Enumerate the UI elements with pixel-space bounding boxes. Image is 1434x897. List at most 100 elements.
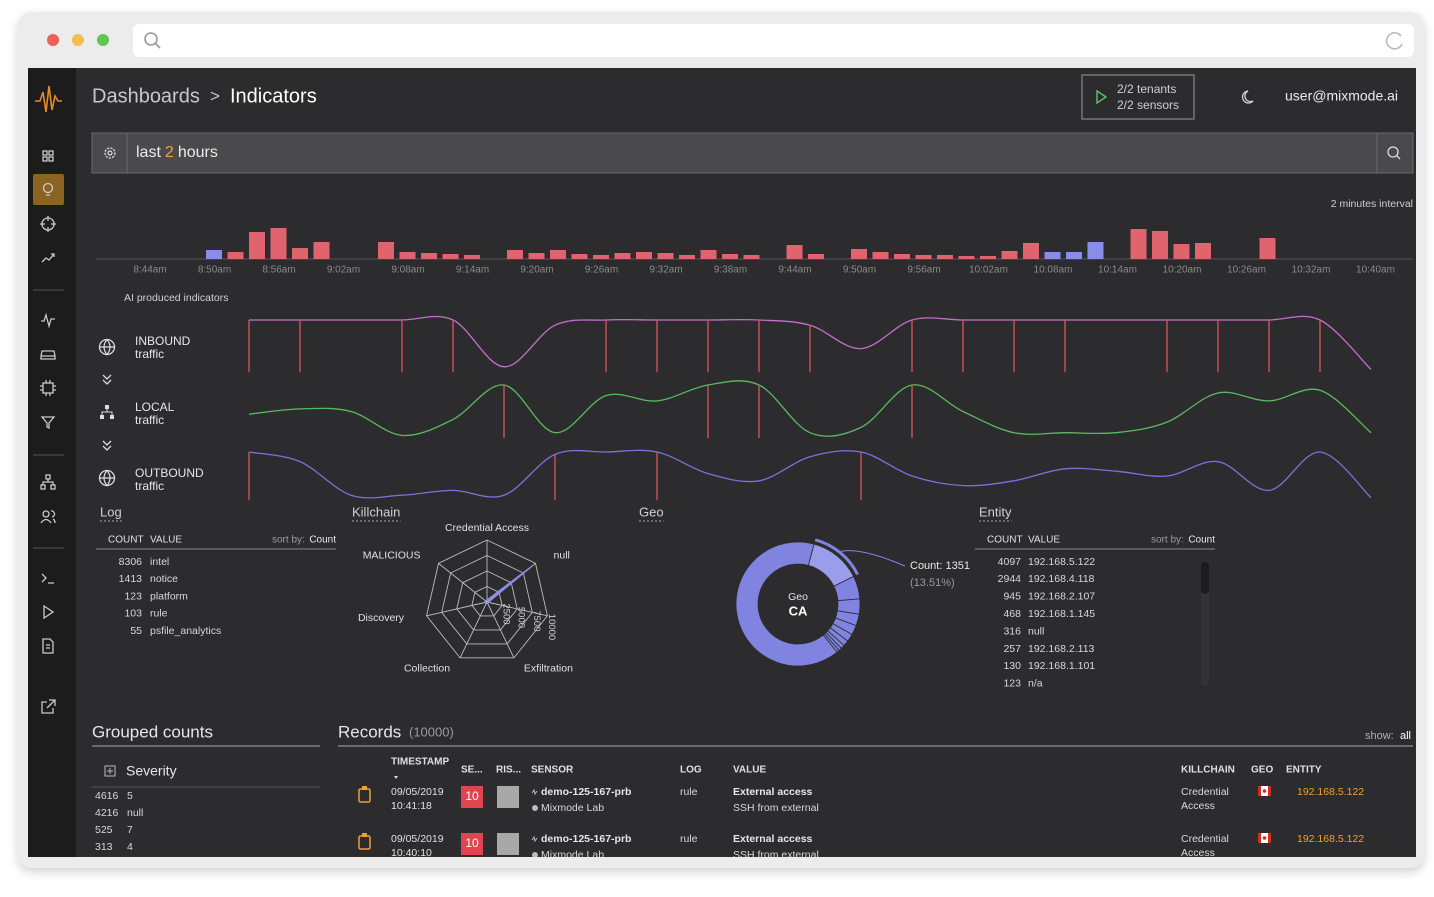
flag	[1258, 833, 1261, 843]
reload-icon[interactable]	[1385, 32, 1403, 50]
window-button[interactable]	[97, 34, 109, 46]
histogram-bar	[743, 255, 760, 259]
record-date: 09/05/2019	[391, 786, 444, 798]
severity-value: 10	[465, 789, 479, 803]
lane-icon	[100, 415, 104, 419]
radar-spoke	[426, 601, 488, 617]
search-unit: hours	[178, 144, 218, 161]
value-cell: 4	[127, 841, 133, 853]
sort-label: sort by:	[272, 535, 305, 546]
count-cell: 525	[95, 824, 113, 836]
panel-title[interactable]: Killchain	[352, 504, 400, 519]
nav-chip[interactable]	[40, 380, 56, 396]
column-header[interactable]: SE...	[461, 765, 483, 776]
record-value: External access	[733, 833, 813, 845]
tenants: 2/2 tenants	[1117, 82, 1176, 96]
histogram-bar	[1087, 242, 1104, 259]
x-tick-label: 9:50am	[843, 265, 876, 276]
search-prefix: last	[136, 144, 161, 161]
search-bar[interactable]	[91, 132, 1414, 174]
breadcrumb[interactable]: Dashboards	[92, 85, 200, 107]
histogram-bar	[915, 255, 932, 259]
column-header[interactable]: GEO	[1251, 765, 1273, 776]
histogram-bar	[786, 245, 803, 259]
nav-network[interactable]	[40, 474, 56, 490]
settings-icon[interactable]	[104, 147, 116, 159]
nav-terminal[interactable]	[41, 573, 54, 584]
search-button[interactable]	[1387, 146, 1399, 158]
panel-title[interactable]: Geo	[639, 504, 664, 519]
count-cell: 4616	[95, 790, 119, 802]
lane-icon	[99, 339, 115, 356]
expand-icon[interactable]	[102, 374, 112, 385]
search-query[interactable]: last 2 hours	[136, 144, 218, 161]
nav-play[interactable]	[43, 604, 55, 620]
x-tick-label: 9:38am	[714, 265, 747, 276]
column-header[interactable]: LOG	[680, 765, 702, 776]
nav-inbox[interactable]	[40, 350, 56, 360]
column-header[interactable]: RIS...	[496, 765, 521, 776]
sort-value[interactable]: Count	[1188, 535, 1215, 546]
value-cell: null	[1028, 625, 1044, 637]
expand-box[interactable]	[104, 765, 116, 777]
risk-badge	[497, 833, 519, 855]
panel-title[interactable]: Entity	[979, 504, 1012, 519]
donut-segment[interactable]	[735, 541, 838, 667]
nav-pulse[interactable]	[41, 312, 55, 329]
expand-icon[interactable]	[102, 440, 112, 451]
histogram-bar	[1259, 238, 1276, 259]
column-header: VALUE	[150, 535, 182, 546]
text-line: Credential	[1181, 786, 1232, 798]
x-tick-label: 10:02am	[969, 265, 1008, 276]
nav-external[interactable]	[41, 699, 56, 714]
record-entity[interactable]: 192.168.5.122	[1297, 786, 1364, 798]
radar-tick-label: 7500	[531, 610, 542, 631]
user-menu[interactable]: user@mixmode.ai	[1285, 88, 1398, 104]
scroll-thumb[interactable]	[1201, 562, 1209, 594]
nav-trend[interactable]	[41, 253, 55, 263]
panel-title: Records	[338, 722, 401, 741]
sensor-icon	[531, 788, 538, 796]
column-header: COUNT	[108, 535, 144, 546]
column-header[interactable]: ENTITY	[1286, 765, 1322, 776]
column-header[interactable]: SENSOR	[531, 765, 574, 776]
radar-label: Collection	[404, 662, 450, 674]
column-header[interactable]: VALUE	[733, 765, 766, 776]
histogram-bar	[270, 228, 287, 259]
nav-filter[interactable]	[40, 416, 56, 430]
nav-crosshair[interactable]	[40, 216, 56, 232]
nav-grid[interactable]	[42, 150, 54, 162]
sort-value[interactable]: Count	[309, 535, 336, 546]
window-button[interactable]	[47, 34, 59, 46]
theme-toggle[interactable]	[1241, 90, 1254, 104]
record-killchain: Credential Access	[1181, 833, 1232, 859]
record-site: Mixmode Lab	[541, 802, 604, 814]
x-tick-label: 9:20am	[520, 265, 553, 276]
nav-bulb[interactable]	[42, 182, 54, 196]
count-cell: 4097	[998, 556, 1022, 568]
x-tick-label: 8:56am	[262, 265, 295, 276]
nav-doc[interactable]	[42, 638, 54, 654]
site-icon	[532, 805, 538, 811]
icon-shape	[40, 216, 56, 232]
page-title: Indicators	[230, 85, 317, 107]
x-tick-label: 8:44am	[133, 265, 166, 276]
icon-shape	[42, 150, 48, 156]
x-tick-label: 10:20am	[1163, 265, 1202, 276]
column-header[interactable]: KILLCHAIN	[1181, 765, 1235, 776]
settings-icon	[107, 150, 113, 156]
address-bar[interactable]	[133, 24, 1414, 57]
show-value[interactable]: all	[1400, 730, 1411, 742]
lane-sublabel: traffic	[135, 479, 164, 493]
donut-center-label: Geo	[788, 591, 808, 603]
sensor-button[interactable]	[1081, 74, 1195, 120]
record-entity[interactable]: 192.168.5.122	[1297, 833, 1364, 845]
show-label: show:	[1365, 730, 1394, 742]
column-header[interactable]: TIMESTAMP	[391, 757, 449, 768]
panel-title[interactable]: Log	[100, 504, 122, 519]
histogram-bar	[227, 252, 244, 259]
histogram-bar	[593, 255, 609, 259]
x-tick-label: 9:44am	[778, 265, 811, 276]
nav-users[interactable]	[40, 510, 56, 524]
window-button[interactable]	[72, 34, 84, 46]
